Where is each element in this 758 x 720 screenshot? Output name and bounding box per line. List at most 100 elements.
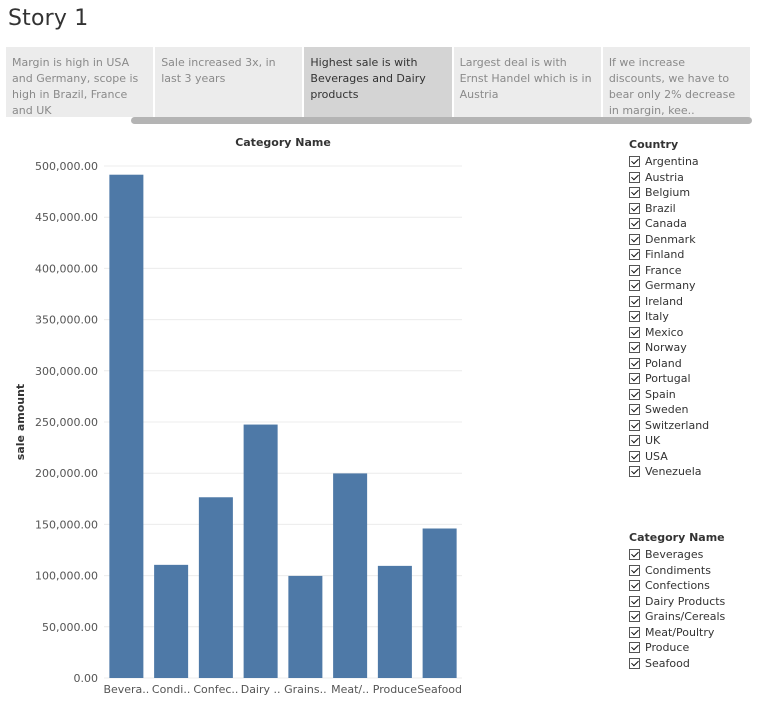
filter-item-label: France xyxy=(645,263,682,277)
checkbox-checked[interactable] xyxy=(629,342,640,354)
filter-item[interactable]: Italy xyxy=(629,309,709,325)
filter-item[interactable]: Canada xyxy=(629,216,709,232)
checkbox-checked[interactable] xyxy=(629,357,640,369)
checkbox-checked[interactable] xyxy=(629,642,640,654)
checkbox-checked[interactable] xyxy=(629,626,640,638)
checkbox-checked[interactable] xyxy=(629,233,640,245)
checkbox-checked[interactable] xyxy=(629,264,640,276)
checkbox-checked[interactable] xyxy=(629,450,640,462)
filter-item[interactable]: Ireland xyxy=(629,294,709,310)
checkbox-checked[interactable] xyxy=(629,171,640,183)
bar xyxy=(243,424,278,678)
checkbox-checked[interactable] xyxy=(629,580,640,592)
filter-item-label: Grains/Cereals xyxy=(645,610,726,624)
filter-item[interactable]: Confections xyxy=(629,578,725,594)
filter-item-label: Italy xyxy=(645,310,669,324)
filter-item[interactable]: Condiments xyxy=(629,563,725,579)
filter-item[interactable]: Dairy Products xyxy=(629,594,725,610)
checkbox-checked[interactable] xyxy=(629,419,640,431)
checkbox-checked[interactable] xyxy=(629,187,640,199)
filter-item[interactable]: Brazil xyxy=(629,201,709,217)
filter-item-label: Meat/Poultry xyxy=(645,625,715,639)
filter-item[interactable]: Spain xyxy=(629,387,709,403)
y-tick-label: 100,000.00 xyxy=(35,570,98,583)
bar xyxy=(377,565,412,678)
filter-item-label: Germany xyxy=(645,279,696,293)
story-point-2[interactable]: Sale increased 3x, in last 3 years xyxy=(155,47,305,117)
filter-item[interactable]: Austria xyxy=(629,170,709,186)
checkbox-checked[interactable] xyxy=(629,156,640,168)
filter-item[interactable]: Argentina xyxy=(629,154,709,170)
filter-item-label: Switzerland xyxy=(645,418,710,432)
filter-item[interactable]: Venezuela xyxy=(629,464,709,480)
filter-item-label: Produce xyxy=(645,641,690,655)
filter-item-label: Ireland xyxy=(645,294,684,308)
checkbox-checked[interactable] xyxy=(629,280,640,292)
y-tick-label: 450,000.00 xyxy=(35,211,98,224)
story-point-3[interactable]: Highest sale is with Beverages and Dairy… xyxy=(304,47,454,117)
x-category-label: Grains.. xyxy=(284,683,327,696)
category-filter-list: Beverages Condiments Confections Dairy Prod… xyxy=(629,547,725,671)
filter-item[interactable]: Grains/Cereals xyxy=(629,609,725,625)
y-tick-label: 300,000.00 xyxy=(35,365,98,378)
checkbox-checked[interactable] xyxy=(629,435,640,447)
bar xyxy=(109,174,144,679)
filter-item[interactable]: Finland xyxy=(629,247,709,263)
filter-item-label: Mexico xyxy=(645,325,684,339)
checkbox-checked[interactable] xyxy=(629,466,640,478)
checkbox-checked[interactable] xyxy=(629,202,640,214)
y-tick-label: 250,000.00 xyxy=(35,416,98,429)
checkbox-checked[interactable] xyxy=(629,595,640,607)
filter-item-label: Belgium xyxy=(645,186,691,200)
filter-item-label: Condiments xyxy=(645,563,711,577)
filter-item-label: Denmark xyxy=(645,232,696,246)
filter-item[interactable]: Produce xyxy=(629,640,725,656)
filter-item[interactable]: Portugal xyxy=(629,371,709,387)
filter-item[interactable]: Denmark xyxy=(629,232,709,248)
y-tick-label: 500,000.00 xyxy=(35,160,98,173)
filter-item[interactable]: France xyxy=(629,263,709,279)
checkbox-checked[interactable] xyxy=(629,326,640,338)
checkbox-checked[interactable] xyxy=(629,295,640,307)
filter-item[interactable]: Poland xyxy=(629,356,709,372)
filter-item[interactable]: Meat/Poultry xyxy=(629,625,725,641)
checkbox-checked[interactable] xyxy=(629,218,640,230)
y-tick-label: 150,000.00 xyxy=(35,518,98,531)
story-point-5[interactable]: If we increase discounts, we have to bea… xyxy=(602,47,751,117)
bar xyxy=(198,497,233,678)
x-category-label: Seafood xyxy=(417,683,462,696)
filter-item[interactable]: Norway xyxy=(629,340,709,356)
story-title: Story 1 xyxy=(8,6,89,31)
bar xyxy=(422,528,457,678)
checkbox-checked[interactable] xyxy=(629,564,640,576)
checkbox-checked[interactable] xyxy=(629,249,640,261)
bar xyxy=(154,564,189,678)
checkbox-checked[interactable] xyxy=(629,549,640,561)
story-point-1[interactable]: Margin is high in USA and Germany, scope… xyxy=(6,47,156,117)
checkbox-checked[interactable] xyxy=(629,388,640,400)
category-filter: Category Name Beverages Condiments Confect… xyxy=(629,531,725,671)
filter-item[interactable]: Beverages xyxy=(629,547,725,563)
filter-item-label: Finland xyxy=(645,248,685,262)
bar xyxy=(288,575,323,678)
filter-item-label: Canada xyxy=(645,217,687,231)
filter-item[interactable]: Seafood xyxy=(629,656,725,672)
filter-item-label: Seafood xyxy=(645,656,690,670)
bar xyxy=(333,473,368,678)
filter-item[interactable]: Mexico xyxy=(629,325,709,341)
filter-item[interactable]: Belgium xyxy=(629,185,709,201)
story-point-4[interactable]: Largest deal is with Ernst Handel which … xyxy=(453,47,603,117)
checkbox-checked[interactable] xyxy=(629,311,640,323)
checkbox-checked[interactable] xyxy=(629,657,640,669)
filter-item[interactable]: UK xyxy=(629,433,709,449)
country-filter-title: Country xyxy=(629,138,679,151)
filter-item[interactable]: USA xyxy=(629,449,709,465)
bar-chart: Category Name sale amount 0.00 50,000.00 100… xyxy=(14,136,462,696)
checkbox-checked[interactable] xyxy=(629,404,640,416)
filter-item[interactable]: Germany xyxy=(629,278,709,294)
filter-item[interactable]: Sweden xyxy=(629,402,709,418)
filter-item[interactable]: Switzerland xyxy=(629,418,709,434)
story-scrollbar[interactable] xyxy=(131,117,752,124)
checkbox-checked[interactable] xyxy=(629,373,640,385)
checkbox-checked[interactable] xyxy=(629,611,640,623)
